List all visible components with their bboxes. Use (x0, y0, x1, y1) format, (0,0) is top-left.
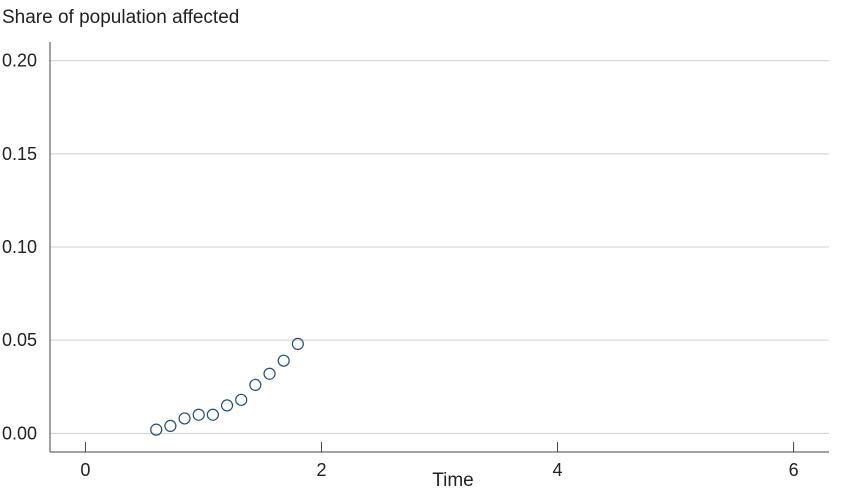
y-tick-label-3: 0.15 (2, 144, 37, 164)
data-point-1 (164, 419, 177, 433)
axes (49, 42, 829, 453)
x-tick-label-0: 0 (80, 460, 90, 480)
data-point-10 (291, 337, 304, 351)
data-point-0 (150, 423, 163, 436)
chart-title: Share of population affected (2, 7, 239, 28)
x-tick-label-2: 4 (553, 460, 563, 480)
data-point-7 (249, 378, 262, 392)
data-point-2 (178, 412, 191, 425)
data-point-3 (192, 408, 205, 421)
data-point-8 (263, 367, 276, 380)
data-point-5 (220, 399, 234, 412)
gridlines (50, 60, 829, 434)
data-point-9 (277, 354, 290, 367)
y-tick-label-1: 0.05 (2, 330, 37, 350)
data-points (150, 337, 304, 436)
data-point-6 (235, 393, 248, 406)
y-tick-labels: 0.00 0.05 0.10 0.15 0.20 (2, 51, 37, 444)
x-tick-label-3: 6 (789, 460, 799, 480)
x-tick-labels: 0 2 4 6 (80, 442, 799, 480)
x-tick-label-1: 2 (316, 460, 326, 480)
y-tick-label-0: 0.00 (2, 423, 37, 443)
x-axis-label: Time (432, 470, 474, 491)
y-tick-label-4: 0.20 (2, 51, 37, 71)
data-point-4 (206, 408, 219, 421)
y-tick-label-2: 0.10 (2, 237, 37, 257)
